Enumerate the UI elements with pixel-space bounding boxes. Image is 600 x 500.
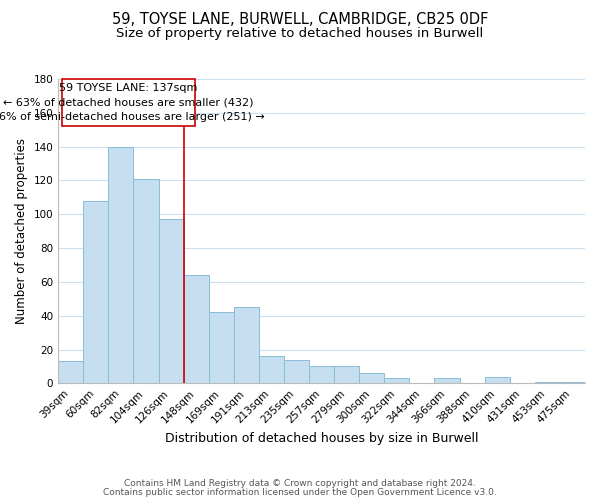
Text: Size of property relative to detached houses in Burwell: Size of property relative to detached ho… bbox=[116, 28, 484, 40]
Bar bbox=[309, 366, 334, 384]
Bar bbox=[109, 146, 133, 384]
Bar bbox=[334, 366, 359, 384]
Bar bbox=[359, 373, 385, 384]
Bar bbox=[485, 376, 510, 384]
Text: Contains public sector information licensed under the Open Government Licence v3: Contains public sector information licen… bbox=[103, 488, 497, 497]
Bar bbox=[434, 378, 460, 384]
FancyBboxPatch shape bbox=[62, 79, 195, 126]
Bar bbox=[83, 200, 109, 384]
Text: 59, TOYSE LANE, BURWELL, CAMBRIDGE, CB25 0DF: 59, TOYSE LANE, BURWELL, CAMBRIDGE, CB25… bbox=[112, 12, 488, 28]
Bar bbox=[184, 275, 209, 384]
Bar bbox=[158, 220, 184, 384]
Bar bbox=[560, 382, 585, 384]
Bar bbox=[234, 308, 259, 384]
Bar bbox=[535, 382, 560, 384]
Bar bbox=[284, 360, 309, 384]
Bar bbox=[385, 378, 409, 384]
Text: 59 TOYSE LANE: 137sqm
← 63% of detached houses are smaller (432)
36% of semi-det: 59 TOYSE LANE: 137sqm ← 63% of detached … bbox=[0, 84, 265, 122]
Bar bbox=[133, 179, 158, 384]
X-axis label: Distribution of detached houses by size in Burwell: Distribution of detached houses by size … bbox=[165, 432, 478, 445]
Bar bbox=[259, 356, 284, 384]
Text: Contains HM Land Registry data © Crown copyright and database right 2024.: Contains HM Land Registry data © Crown c… bbox=[124, 478, 476, 488]
Y-axis label: Number of detached properties: Number of detached properties bbox=[15, 138, 28, 324]
Bar bbox=[209, 312, 234, 384]
Bar bbox=[58, 362, 83, 384]
